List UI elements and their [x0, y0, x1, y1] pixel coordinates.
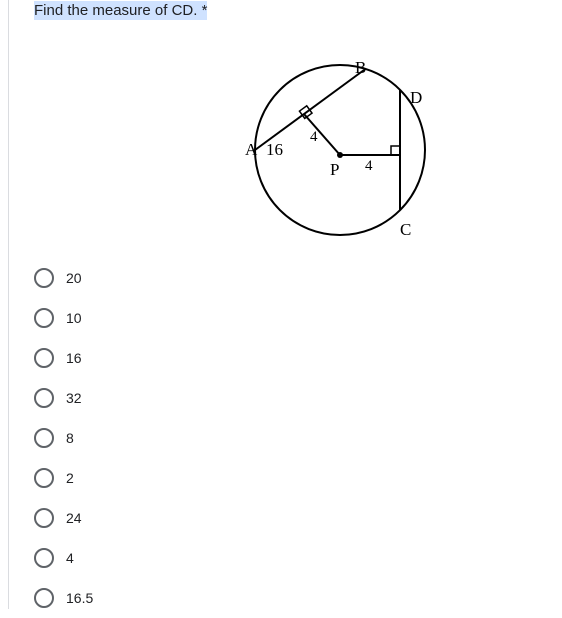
- option-label: 24: [66, 510, 82, 526]
- label-4b: 4: [365, 158, 373, 174]
- option-row[interactable]: 32: [34, 378, 93, 418]
- radio-icon[interactable]: [34, 428, 54, 448]
- label-A: A: [245, 140, 258, 159]
- radio-icon[interactable]: [34, 468, 54, 488]
- radio-icon[interactable]: [34, 308, 54, 328]
- option-row[interactable]: 10: [34, 298, 93, 338]
- option-row[interactable]: 20: [34, 258, 93, 298]
- option-label: 2: [66, 470, 74, 486]
- option-label: 20: [66, 270, 82, 286]
- label-B: B: [355, 58, 366, 77]
- question-main: Find the measure of CD.: [34, 2, 197, 19]
- label-16: 16: [266, 140, 283, 159]
- option-row[interactable]: 8: [34, 418, 93, 458]
- required-marker: *: [202, 2, 208, 19]
- option-label: 32: [66, 390, 82, 406]
- question-text: Find the measure of CD. *: [34, 2, 207, 19]
- radio-icon[interactable]: [34, 268, 54, 288]
- option-row[interactable]: 2: [34, 458, 93, 498]
- option-label: 10: [66, 310, 82, 326]
- label-D: D: [410, 88, 422, 107]
- label-4a: 4: [310, 129, 318, 145]
- option-row[interactable]: 16: [34, 338, 93, 378]
- figure-svg: A B D C P 16 4 4: [230, 55, 440, 255]
- option-label: 16: [66, 350, 82, 366]
- radio-icon[interactable]: [34, 508, 54, 528]
- label-C: C: [400, 220, 411, 239]
- option-label: 8: [66, 430, 74, 446]
- label-P: P: [330, 160, 339, 179]
- option-label: 4: [66, 550, 74, 566]
- left-border: [8, 0, 9, 609]
- option-label: 16.5: [66, 590, 93, 606]
- radio-icon[interactable]: [34, 348, 54, 368]
- radio-icon[interactable]: [34, 588, 54, 608]
- radio-icon[interactable]: [34, 388, 54, 408]
- options-group: 20 10 16 32 8 2 24 4 16.5: [34, 258, 93, 618]
- geometry-figure: A B D C P 16 4 4: [230, 55, 440, 255]
- radio-icon[interactable]: [34, 548, 54, 568]
- option-row[interactable]: 24: [34, 498, 93, 538]
- option-row[interactable]: 16.5: [34, 578, 93, 618]
- option-row[interactable]: 4: [34, 538, 93, 578]
